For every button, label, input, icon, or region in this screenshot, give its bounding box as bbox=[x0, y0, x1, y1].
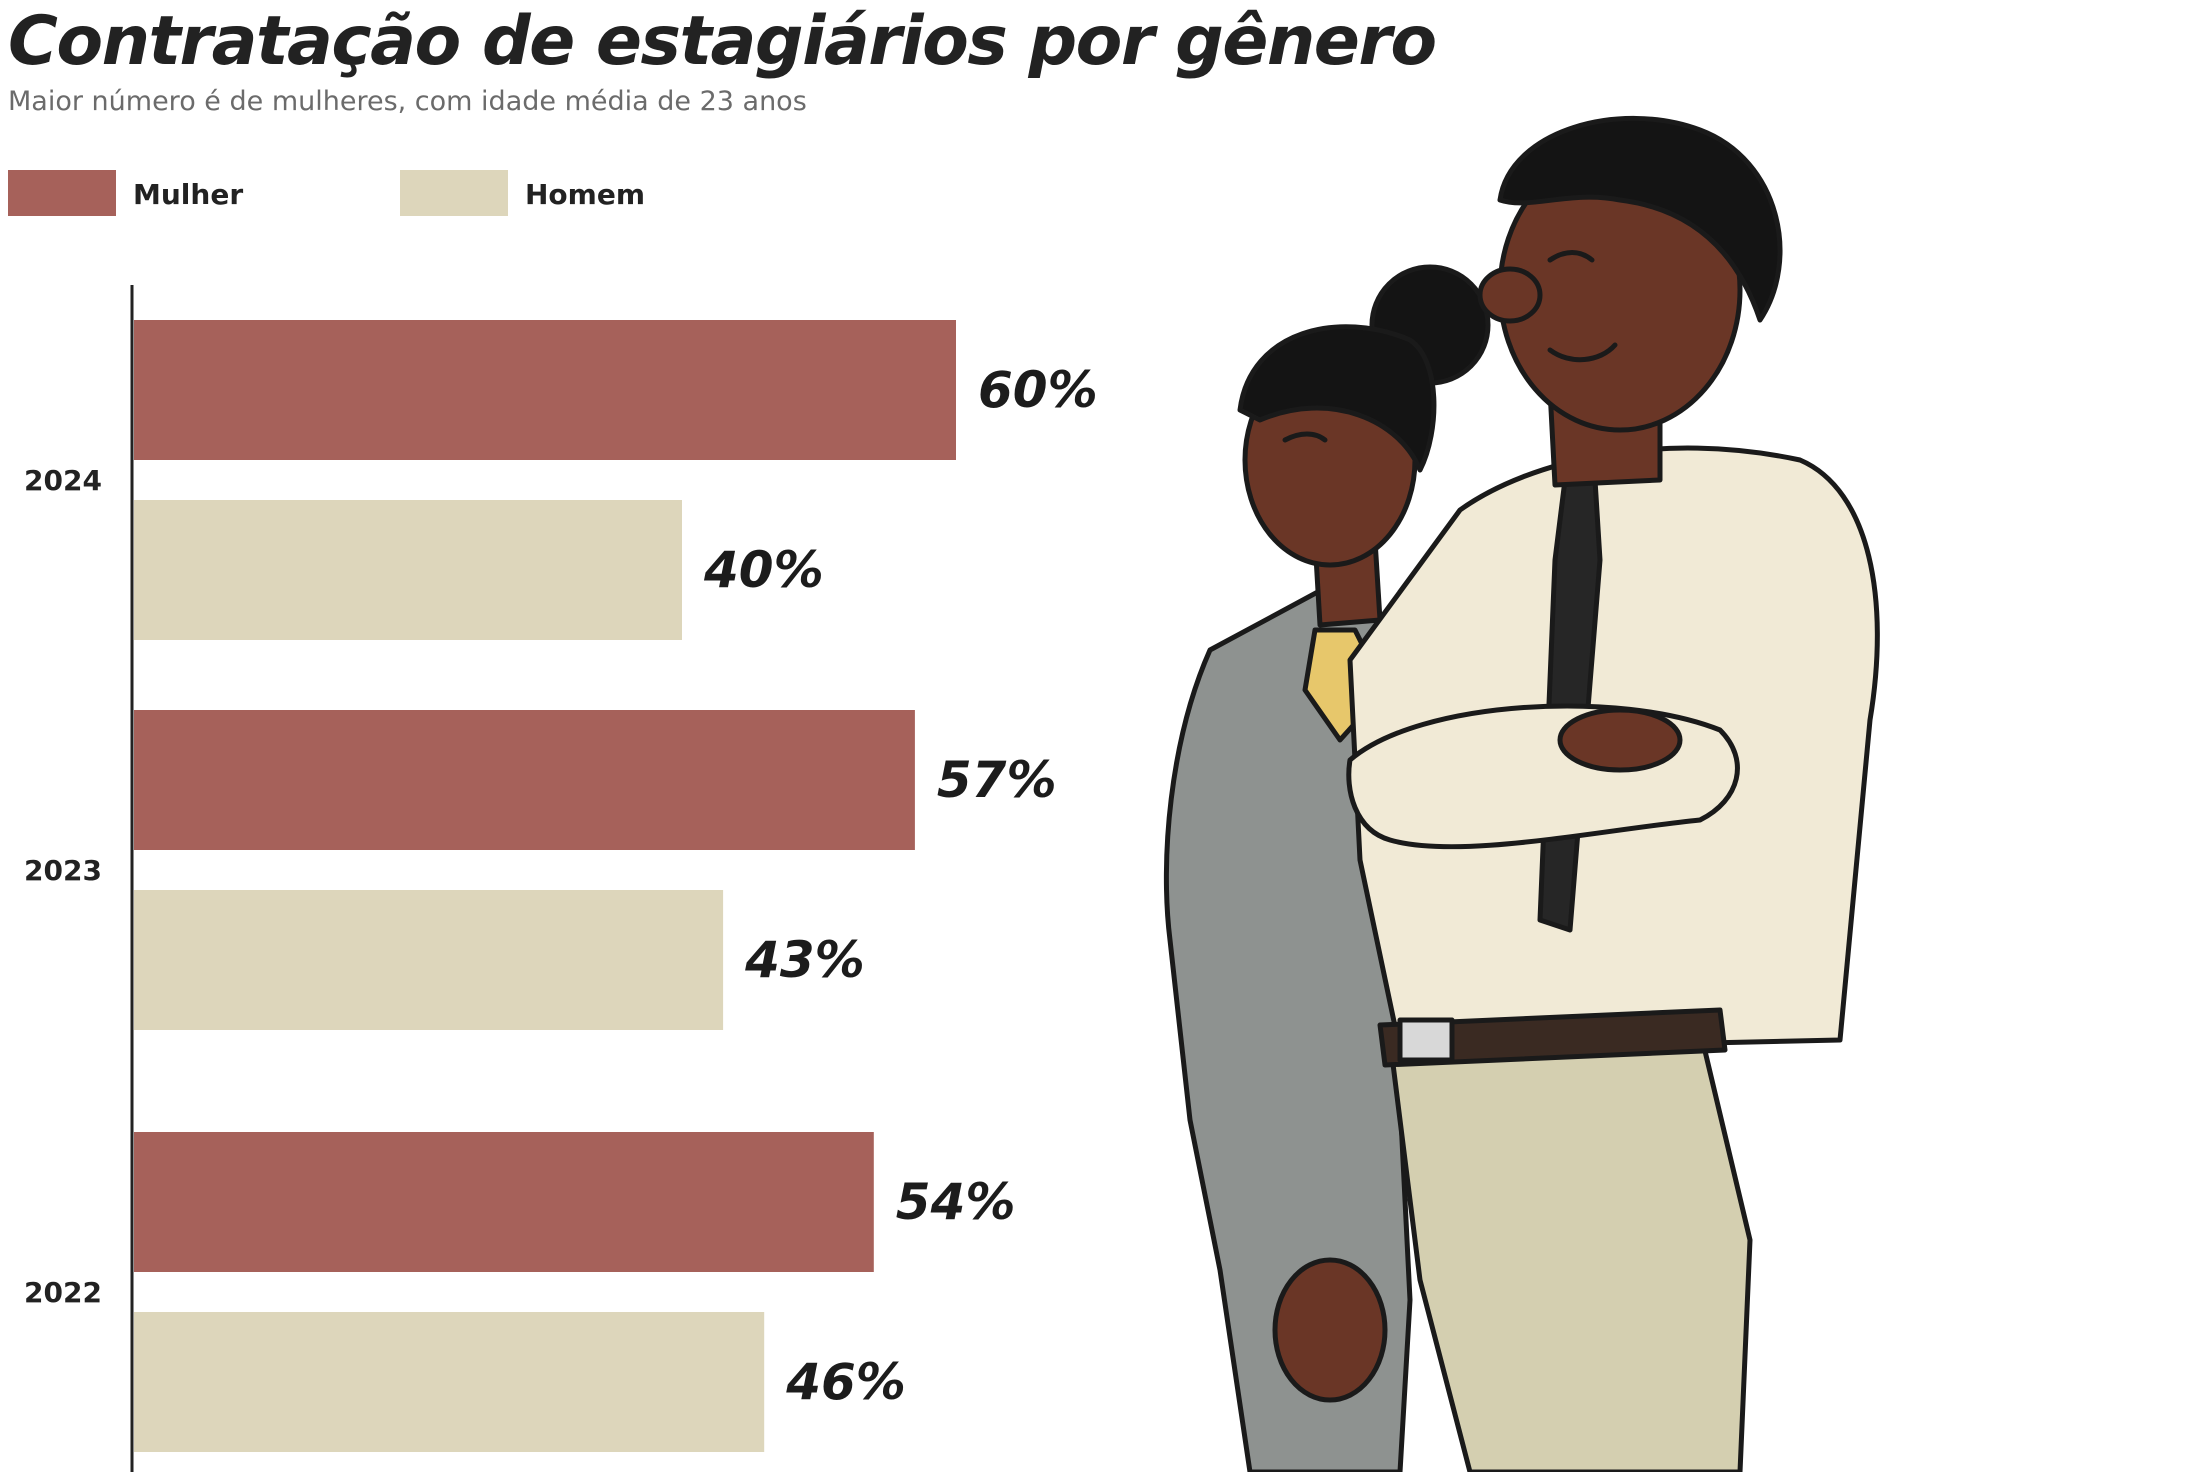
two-interns-illustration bbox=[1163, 116, 1880, 1472]
legend-swatch-mulher bbox=[8, 170, 116, 216]
woman-eye bbox=[1282, 431, 1328, 443]
man-hand bbox=[1557, 707, 1683, 773]
bar-2024-homem bbox=[134, 500, 682, 640]
year-label-2022: 2022 bbox=[24, 1276, 102, 1309]
woman-hands bbox=[1272, 1257, 1388, 1403]
legend-label-homem: Homem bbox=[525, 178, 646, 211]
bar-2022-homem bbox=[134, 1312, 765, 1452]
value-label-2023-homem: 43% bbox=[744, 931, 865, 989]
legend-label-mulher: Mulher bbox=[133, 178, 244, 211]
woman-hair bbox=[1237, 324, 1437, 473]
chart-subtitle: Maior número é de mulheres, com idade mé… bbox=[8, 86, 807, 117]
man-eye bbox=[1547, 250, 1595, 263]
year-label-2024: 2024 bbox=[24, 464, 102, 497]
man-belt-buckle bbox=[1397, 1017, 1455, 1063]
man-nose bbox=[1477, 266, 1543, 324]
value-label-2022-homem: 46% bbox=[785, 1353, 906, 1411]
man-hair bbox=[1497, 116, 1783, 323]
man-smile bbox=[1547, 342, 1618, 363]
value-label-2023-mulher: 57% bbox=[937, 751, 1057, 809]
bar-2024-mulher bbox=[134, 320, 956, 460]
bar-2023-homem bbox=[134, 890, 724, 1030]
chart-title: Contratação de estagiários por gênero bbox=[8, 2, 1437, 81]
year-label-2023: 2023 bbox=[24, 854, 102, 887]
bar-2023-mulher bbox=[134, 710, 915, 850]
value-label-2024-homem: 40% bbox=[703, 541, 824, 599]
bar-2022-mulher bbox=[134, 1132, 874, 1272]
legend-swatch-homem bbox=[400, 170, 508, 216]
bar-chart: 60% 40% 2024 57% 43% 2023 54% 46% 2022 bbox=[24, 285, 1098, 1472]
man-pants bbox=[1387, 1027, 1753, 1472]
value-label-2024-mulher: 60% bbox=[978, 361, 1098, 419]
value-label-2022-mulher: 54% bbox=[896, 1173, 1016, 1231]
man-belt bbox=[1377, 1007, 1728, 1068]
